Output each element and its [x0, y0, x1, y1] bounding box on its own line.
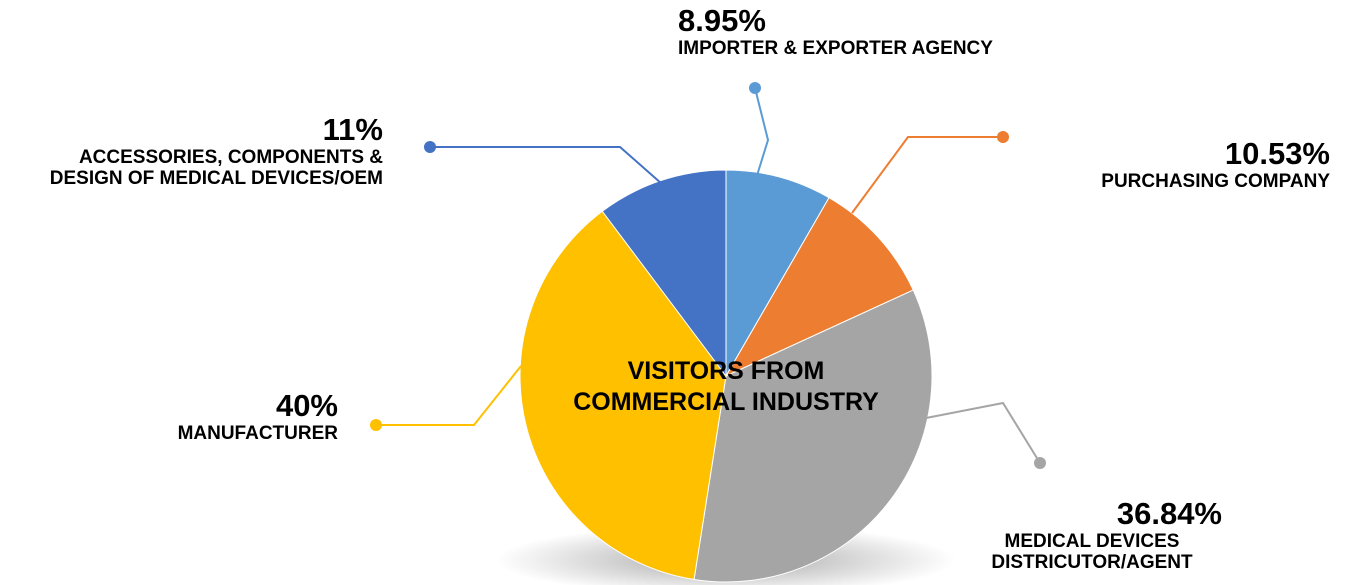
category-label: MANUFACTURER [177, 423, 338, 444]
pie-slice [693, 289, 933, 583]
pie-slice [519, 210, 727, 581]
category-label: PURCHASING COMPANY [1101, 171, 1330, 192]
value-label: 10.53% [1224, 136, 1330, 171]
value-label: 36.84% [1116, 496, 1222, 531]
slice-label: 11% ACCESSORIES, COMPONENTS & DESIGN OF M… [0, 112, 383, 190]
slice-label: 8.95% IMPORTER & EXPORTER AGENCY [678, 3, 1158, 60]
leader-dot [749, 82, 761, 94]
category-label: IMPORTER & EXPORTER AGENCY [678, 38, 993, 59]
chart-title: VISITORS FROM COMMERCIAL INDUSTRY [573, 357, 879, 416]
category-label: MEDICAL DEVICES DISTRICUTOR/AGENT [991, 531, 1193, 573]
leader-line [430, 146, 663, 185]
leader-line [925, 401, 1041, 464]
leader-dot [1034, 457, 1046, 469]
leader-dot [997, 131, 1009, 143]
pie-slice [601, 169, 727, 378]
leader-line [754, 87, 770, 183]
value-label: 40% [275, 388, 338, 423]
leader-dot [424, 141, 436, 153]
pie-slice [724, 196, 914, 378]
slice-label: 40% MANUFACTURER [40, 388, 338, 445]
value-label: 11% [322, 112, 383, 147]
category-label: ACCESSORIES, COMPONENTS & DESIGN OF MEDI… [49, 147, 383, 189]
slice-label: 10.53% PURCHASING COMPANY [880, 136, 1330, 193]
pie-slice [725, 169, 830, 378]
slice-label: 36.84% MEDICAL DEVICES DISTRICUTOR/AGENT [900, 496, 1222, 574]
leader-line [851, 136, 1003, 214]
value-label: 8.95% [678, 3, 766, 38]
leader-dot [370, 419, 382, 431]
leader-line [376, 365, 522, 426]
